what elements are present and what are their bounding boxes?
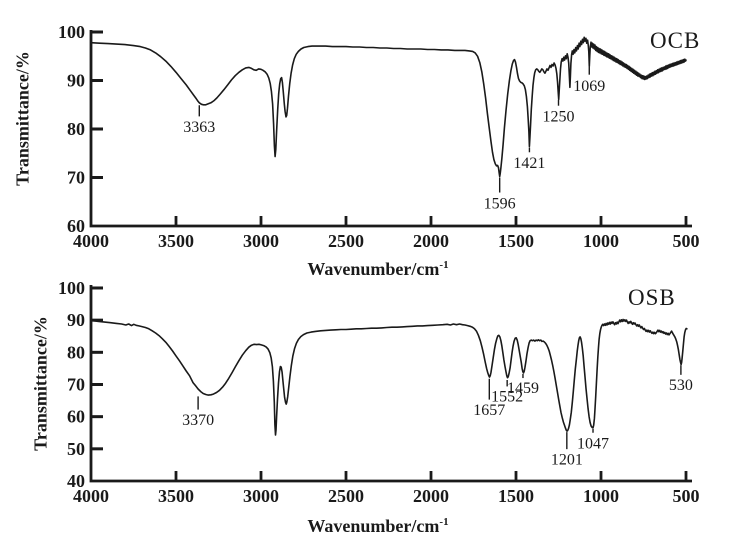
osb-y-tick-label-80: 80 (67, 342, 85, 362)
osb-x-axis-title-text: Wavenumber/cm (307, 516, 440, 536)
osb-x-tick-label-1500: 1500 (498, 486, 534, 506)
ocb-x-axis-title: Wavenumber/cm-1 (258, 259, 498, 280)
ocb-x-tick-label-4000: 4000 (73, 231, 109, 251)
osb-peak-label-3370: 3370 (182, 412, 214, 429)
ocb-x-tick-label-3500: 3500 (158, 231, 194, 251)
ocb-x-axis-title-text: Wavenumber/cm (307, 259, 440, 279)
osb-y-tick-label-70: 70 (67, 374, 85, 394)
ocb-y-tick-label-80: 80 (67, 119, 85, 139)
osb-x-tick-label-3000: 3000 (243, 486, 279, 506)
ocb-x-tick-label-1500: 1500 (498, 231, 534, 251)
ocb-series-label: OCB (650, 28, 701, 53)
ocb-y-axis-title: Transmittance/% (13, 34, 34, 204)
ocb-y-tick-label-70: 70 (67, 168, 85, 188)
ocb-peak-label-1421: 1421 (513, 155, 545, 172)
ocb-axes (89, 30, 692, 228)
osb-peak-label-1201: 1201 (551, 451, 583, 468)
ocb-x-axis-title-sup: -1 (439, 259, 449, 271)
osb-y-tick-label-50: 50 (67, 439, 85, 459)
ocb-peak-label-3363: 3363 (183, 119, 215, 136)
osb-x-tick-label-4000: 4000 (73, 486, 109, 506)
ocb-peak-label-1250: 1250 (543, 109, 575, 126)
osb-peak-label-1459: 1459 (507, 380, 539, 397)
osb-y-axis-title-text: Transmittance/% (30, 316, 51, 451)
osb-y-tick-label-100: 100 (58, 278, 85, 298)
osb-x-axis-title-sup: -1 (439, 516, 449, 528)
osb-peak-label-530: 530 (669, 377, 693, 394)
ocb-x-tick-label-3000: 3000 (243, 231, 279, 251)
osb-x-tick-label-2000: 2000 (413, 486, 449, 506)
ocb-x-tick-label-500: 500 (673, 231, 700, 251)
osb-y-tick-label-60: 60 (67, 407, 85, 427)
osb-peak-label-1047: 1047 (577, 435, 609, 452)
osb-peak-label-1657: 1657 (473, 402, 505, 419)
ocb-y-tick-label-90: 90 (67, 71, 85, 91)
ocb-y-tick-label-100: 100 (58, 22, 85, 42)
osb-x-tick-label-1000: 1000 (583, 486, 619, 506)
osb-spectrum-curve (90, 318, 688, 436)
ocb-x-tick-label-2000: 2000 (413, 231, 449, 251)
osb-y-axis-title: Transmittance/% (31, 299, 52, 469)
ocb-x-tick-label-2500: 2500 (328, 231, 364, 251)
ocb-x-tick-label-1000: 1000 (583, 231, 619, 251)
osb-x-axis-title: Wavenumber/cm-1 (258, 516, 498, 537)
osb-y-tick-label-40: 40 (67, 471, 85, 491)
ocb-spectrum-curve (90, 36, 687, 178)
osb-x-tick-label-3500: 3500 (158, 486, 194, 506)
ocb-y-axis-title-text: Transmittance/% (12, 51, 33, 186)
osb-y-tick-label-90: 90 (67, 310, 85, 330)
osb-axes (89, 285, 692, 483)
osb-peak-label-1552: 1552 (491, 389, 523, 406)
ocb-y-tick-label-60: 60 (67, 216, 85, 236)
osb-x-tick-label-2500: 2500 (328, 486, 364, 506)
ocb-peak-label-1596: 1596 (484, 195, 516, 212)
ocb-peak-label-1069: 1069 (573, 78, 605, 95)
osb-series-label: OSB (628, 285, 676, 310)
osb-x-tick-label-500: 500 (673, 486, 700, 506)
